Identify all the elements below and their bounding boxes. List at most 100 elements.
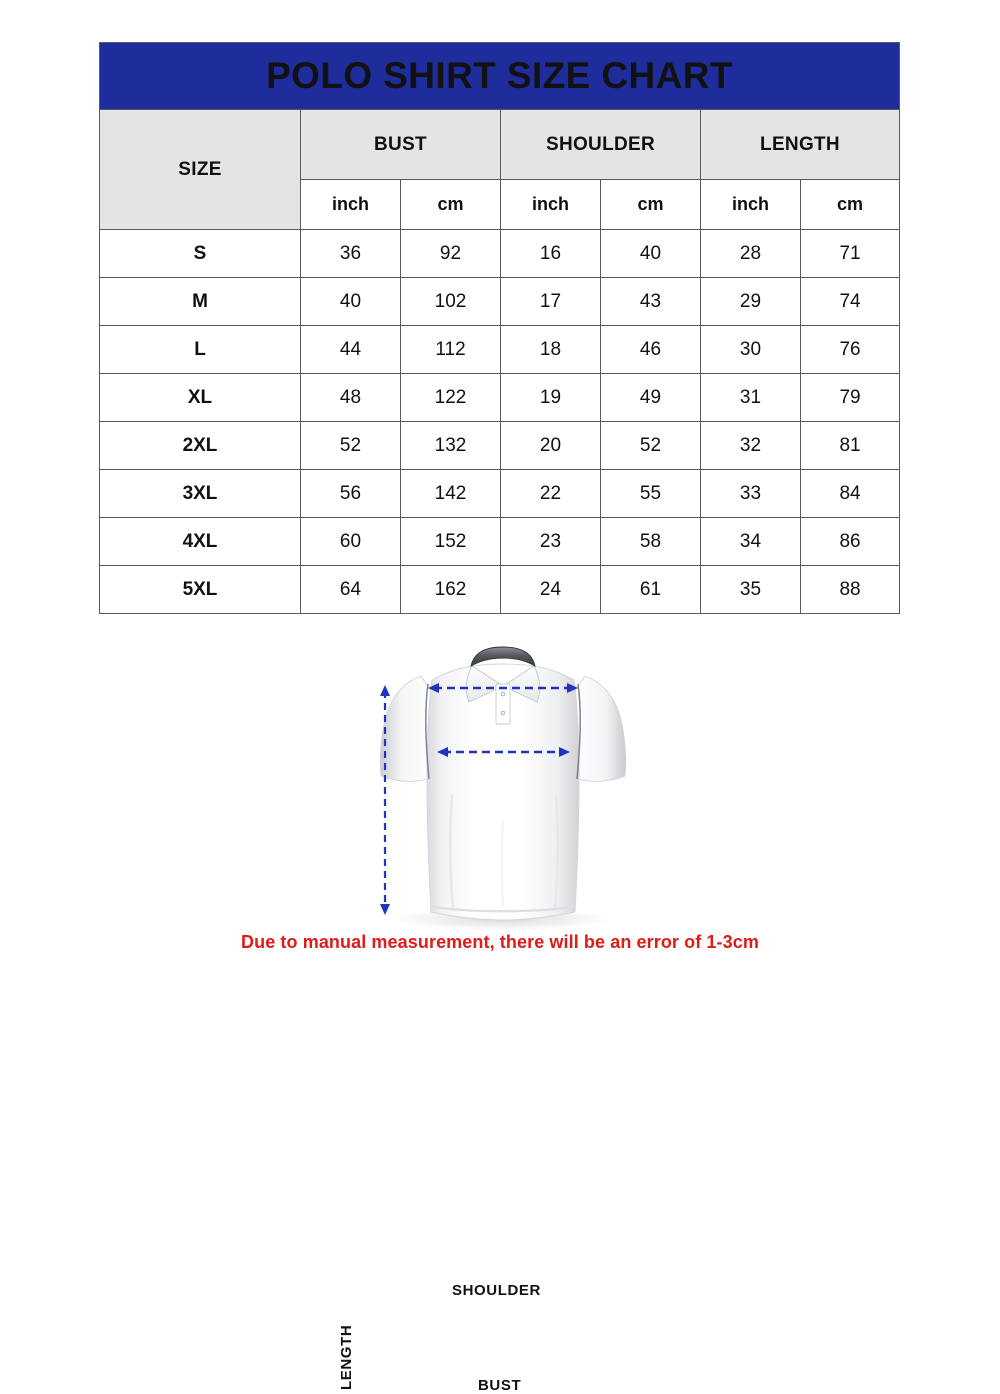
unit-length-cm: cm bbox=[799, 179, 901, 230]
cell-s-length-inch: 28 bbox=[700, 229, 801, 278]
unit-bust-inch: inch bbox=[300, 179, 401, 230]
cell-4xl-length-cm: 86 bbox=[799, 517, 901, 566]
cell-xl-bust-cm: 122 bbox=[400, 373, 501, 422]
column-header-shoulder: SHOULDER bbox=[500, 109, 701, 180]
cell-2xl-shoulder-inch: 20 bbox=[500, 421, 601, 470]
cell-3xl-length-cm: 84 bbox=[799, 469, 901, 518]
length-label: LENGTH bbox=[338, 1324, 355, 1390]
cell-5xl-length-cm: 88 bbox=[799, 565, 901, 614]
length-measure-arrow bbox=[380, 685, 390, 915]
measurement-disclaimer: Due to manual measurement, there will be… bbox=[241, 932, 759, 952]
cell-3xl-bust-inch: 56 bbox=[300, 469, 401, 518]
left-armhole-seam bbox=[425, 683, 430, 780]
polo-shirt-illustration bbox=[379, 646, 627, 930]
cell-2xl-shoulder-cm: 52 bbox=[600, 421, 701, 470]
cell-4xl-shoulder-inch: 23 bbox=[500, 517, 601, 566]
cell-l-length-inch: 30 bbox=[700, 325, 801, 374]
button-placket bbox=[495, 683, 511, 725]
bust-measure-arrow bbox=[437, 747, 570, 757]
cell-l-shoulder-cm: 46 bbox=[600, 325, 701, 374]
cell-m-shoulder-cm: 43 bbox=[600, 277, 701, 326]
table-row: L 44 112 18 46 30 76 bbox=[99, 325, 901, 374]
fabric-fold-right bbox=[553, 794, 560, 909]
size-cell-m: M bbox=[99, 277, 301, 326]
table-row: S 36 92 16 40 28 71 bbox=[99, 229, 901, 278]
cell-4xl-length-inch: 34 bbox=[700, 517, 801, 566]
shirt-hem bbox=[430, 904, 576, 913]
placket-button-top bbox=[500, 691, 506, 697]
cell-5xl-bust-inch: 64 bbox=[300, 565, 401, 614]
cell-m-length-inch: 29 bbox=[700, 277, 801, 326]
right-armhole-seam bbox=[576, 683, 581, 780]
right-sleeve bbox=[573, 675, 627, 782]
shoulder-label: SHOULDER bbox=[452, 1282, 541, 1299]
unit-header-row: inch cm inch cm inch cm bbox=[100, 179, 901, 230]
table-row: M 40 102 17 43 29 74 bbox=[99, 277, 901, 326]
size-cell-l: L bbox=[99, 325, 301, 374]
cell-l-bust-inch: 44 bbox=[300, 325, 401, 374]
size-cell-xl: XL bbox=[99, 373, 301, 422]
cell-xl-shoulder-inch: 19 bbox=[500, 373, 601, 422]
unit-length-inch: inch bbox=[700, 179, 801, 230]
cell-s-bust-cm: 92 bbox=[400, 229, 501, 278]
size-cell-3xl: 3XL bbox=[99, 469, 301, 518]
cell-2xl-length-inch: 32 bbox=[700, 421, 801, 470]
cell-3xl-shoulder-inch: 22 bbox=[500, 469, 601, 518]
cell-m-shoulder-inch: 17 bbox=[500, 277, 601, 326]
cell-m-bust-cm: 102 bbox=[400, 277, 501, 326]
cell-l-length-cm: 76 bbox=[799, 325, 901, 374]
size-cell-4xl: 4XL bbox=[99, 517, 301, 566]
cell-4xl-bust-cm: 152 bbox=[400, 517, 501, 566]
shirt-diagram: SHOULDER BUST LENGTH bbox=[0, 620, 1000, 1394]
cell-5xl-length-inch: 35 bbox=[700, 565, 801, 614]
placket-button-bottom bbox=[500, 710, 506, 716]
cell-m-length-cm: 74 bbox=[799, 277, 901, 326]
cell-s-shoulder-inch: 16 bbox=[500, 229, 601, 278]
group-header-row: SIZE BUST SHOULDER LENGTH bbox=[99, 109, 901, 230]
cell-l-bust-cm: 112 bbox=[400, 325, 501, 374]
column-header-size: SIZE bbox=[99, 109, 301, 230]
cell-xl-length-inch: 31 bbox=[700, 373, 801, 422]
cell-l-shoulder-inch: 18 bbox=[500, 325, 601, 374]
fabric-fold-left bbox=[448, 794, 455, 909]
cell-m-bust-inch: 40 bbox=[300, 277, 401, 326]
unit-bust-cm: cm bbox=[400, 179, 501, 230]
cell-5xl-shoulder-inch: 24 bbox=[500, 565, 601, 614]
cell-5xl-shoulder-cm: 61 bbox=[600, 565, 701, 614]
fabric-fold-center bbox=[500, 819, 504, 908]
size-chart-table: POLO SHIRT SIZE CHART SIZE BUST SHOULDER… bbox=[98, 42, 901, 614]
cell-s-bust-inch: 36 bbox=[300, 229, 401, 278]
table-row: XL 48 122 19 49 31 79 bbox=[99, 373, 901, 422]
cell-3xl-bust-cm: 142 bbox=[400, 469, 501, 518]
cell-xl-shoulder-cm: 49 bbox=[600, 373, 701, 422]
chart-title: POLO SHIRT SIZE CHART bbox=[98, 42, 901, 110]
table-row: 3XL 56 142 22 55 33 84 bbox=[99, 469, 901, 518]
cell-2xl-bust-cm: 132 bbox=[400, 421, 501, 470]
cell-4xl-shoulder-cm: 58 bbox=[600, 517, 701, 566]
cell-s-length-cm: 71 bbox=[799, 229, 901, 278]
collar-band bbox=[470, 646, 536, 667]
cell-s-shoulder-cm: 40 bbox=[600, 229, 701, 278]
size-cell-5xl: 5XL bbox=[99, 565, 301, 614]
table-row: 4XL 60 152 23 58 34 86 bbox=[99, 517, 901, 566]
unit-shoulder-cm: cm bbox=[600, 179, 701, 230]
cell-2xl-length-cm: 81 bbox=[799, 421, 901, 470]
title-row: POLO SHIRT SIZE CHART bbox=[98, 42, 901, 110]
cell-4xl-bust-inch: 60 bbox=[300, 517, 401, 566]
cell-2xl-bust-inch: 52 bbox=[300, 421, 401, 470]
cell-3xl-shoulder-cm: 55 bbox=[600, 469, 701, 518]
unit-shoulder-inch: inch bbox=[500, 179, 601, 230]
cell-3xl-length-inch: 33 bbox=[700, 469, 801, 518]
table-row: 5XL 64 162 24 61 35 88 bbox=[99, 565, 901, 614]
size-cell-s: S bbox=[99, 229, 301, 278]
column-header-length: LENGTH bbox=[699, 109, 901, 180]
table-row: 2XL 52 132 20 52 32 81 bbox=[99, 421, 901, 470]
cell-xl-bust-inch: 48 bbox=[300, 373, 401, 422]
bust-label: BUST bbox=[478, 1377, 522, 1394]
cell-5xl-bust-cm: 162 bbox=[400, 565, 501, 614]
size-cell-2xl: 2XL bbox=[99, 421, 301, 470]
shirt-body bbox=[426, 663, 580, 921]
cell-xl-length-cm: 79 bbox=[799, 373, 901, 422]
column-header-bust: BUST bbox=[300, 109, 501, 180]
shoulder-measure-arrow bbox=[428, 683, 578, 693]
